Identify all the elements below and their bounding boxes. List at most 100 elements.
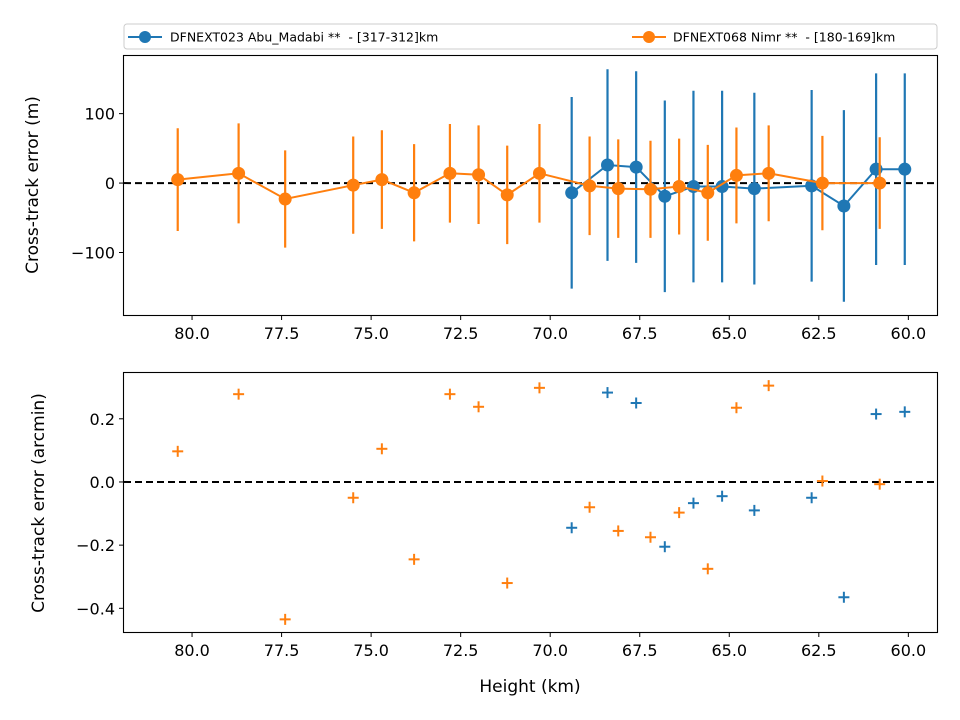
data-point [763,380,775,392]
bottom-x-axis-label: Height (km) [479,677,580,697]
data-point [500,188,514,202]
top-plot-area [124,69,937,302]
data-point [565,186,579,200]
top-x-tick-label: 60.0 [891,324,927,343]
bottom-x-tick-label: 70.0 [532,641,568,660]
legend-entry-1: DFNEXT023 Abu_Madabi ** - [317-312]km [128,30,438,45]
data-point [673,507,685,519]
data-point [171,173,185,187]
data-point [501,577,513,589]
data-point [762,166,776,180]
bottom-plot-area [124,380,937,625]
data-point [748,504,760,516]
top-x-axis: 80.0 77.5 75.0 72.5 70.0 67.5 65.0 62.5 60.0 [174,315,926,343]
data-point [566,522,578,534]
data-point [870,408,882,420]
bottom-y-tick-label: −0.4 [76,599,115,618]
data-point [687,497,699,509]
bottom-x-tick-label: 75.0 [353,641,389,660]
data-point [346,178,360,192]
top-x-tick-label: 80.0 [174,324,210,343]
top-axes-frame [122,54,939,317]
data-point [602,387,614,399]
bottom-y-axis: 0.2 0.0 −0.2 −0.4 [76,410,124,618]
data-point [612,525,624,537]
top-x-tick-label: 65.0 [711,324,747,343]
bottom-y-tick-label: 0.0 [90,473,115,492]
data-point [715,180,729,194]
data-point [601,158,615,172]
data-point [658,189,672,203]
data-point [533,382,545,394]
data-point [659,541,671,553]
data-point [279,613,291,625]
data-point [701,186,715,200]
top-series-1 [565,69,912,302]
data-point [584,501,596,513]
top-x-tick-label: 67.5 [622,324,658,343]
data-point [233,388,245,400]
data-point [408,553,420,565]
data-point [815,176,829,190]
legend-marker-1 [139,31,151,43]
bottom-series-1 [566,387,911,603]
bottom-subplot: 80.0 77.5 75.0 72.5 70.0 67.5 65.0 62.5 60.0 0.2… [29,371,939,697]
bottom-y-axis-label: Cross-track error (arcmin) [29,393,49,613]
data-point [172,445,184,457]
data-point [630,397,642,409]
data-point [232,166,246,180]
data-point [806,492,818,504]
data-point [443,166,457,180]
data-point [747,182,761,196]
data-point [629,160,643,174]
top-x-tick-label: 70.0 [532,324,568,343]
data-point [816,475,828,487]
data-point [444,388,456,400]
top-y-axis-label: Cross-track error (m) [23,96,43,274]
legend-label-2: DFNEXT068 Nimr ** - [180-169]km [673,30,895,45]
data-point [672,180,686,194]
legend: DFNEXT023 Abu_Madabi ** - [317-312]km DF… [123,23,938,50]
data-point [729,168,743,182]
data-point [702,563,714,575]
top-y-tick-label: 100 [84,105,115,124]
data-point [874,478,886,490]
data-point [532,166,546,180]
data-point [376,443,388,455]
data-point [278,192,292,206]
top-x-tick-label: 62.5 [801,324,837,343]
data-point [873,176,887,190]
legend-label-1: DFNEXT023 Abu_Madabi ** - [317-312]km [170,30,438,45]
bottom-x-tick-label: 80.0 [174,641,210,660]
legend-entry-2: DFNEXT068 Nimr ** - [180-169]km [632,30,895,45]
bottom-x-tick-label: 77.5 [264,641,300,660]
bottom-x-tick-label: 60.0 [891,641,927,660]
bottom-x-tick-label: 67.5 [622,641,658,660]
legend-frame [123,23,938,50]
bottom-x-tick-label: 65.0 [711,641,747,660]
bottom-y-tick-label: 0.2 [90,410,115,429]
data-point [644,531,656,543]
bottom-axes-frame [122,371,939,634]
data-point [716,490,728,502]
data-point [898,162,912,176]
top-y-tick-label: 0 [105,174,115,193]
data-point [347,492,359,504]
top-series-2 [171,123,887,248]
data-point [899,406,911,418]
bottom-x-axis: 80.0 77.5 75.0 72.5 70.0 67.5 65.0 62.5 60.0 [174,632,926,660]
top-x-tick-label: 72.5 [443,324,479,343]
data-point [407,186,421,200]
data-point [838,591,850,603]
data-point [583,179,597,193]
data-point [837,199,851,213]
data-point [472,168,486,182]
top-x-tick-label: 75.0 [353,324,389,343]
top-y-tick-label: −100 [71,244,115,263]
data-point [611,182,625,196]
data-point [473,401,485,413]
top-subplot: 80.0 77.5 75.0 72.5 70.0 67.5 65.0 62.5 60.0 100… [23,54,939,343]
data-point [643,182,657,196]
